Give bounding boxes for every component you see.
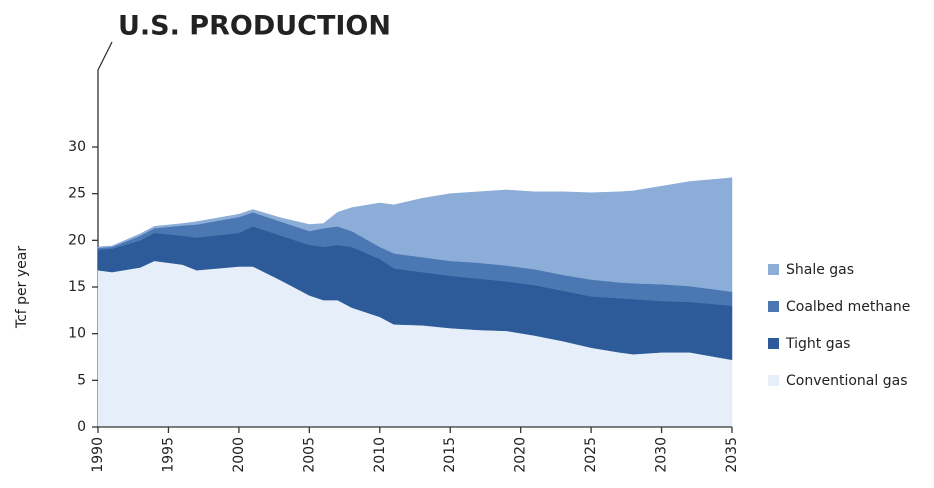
legend-swatch: [768, 264, 779, 275]
x-tick-label: 2030: [654, 437, 670, 473]
legend-label: Coalbed methane: [786, 299, 910, 315]
x-tick-label: 2020: [513, 437, 529, 473]
legend-swatch: [768, 375, 779, 386]
y-tick-label: 30: [68, 139, 86, 155]
x-tick-label: 2010: [372, 437, 388, 473]
legend-label: Shale gas: [786, 262, 854, 278]
y-tick-label: 0: [77, 419, 86, 435]
y-tick-label: 20: [68, 232, 86, 248]
x-tick-label: 2025: [583, 437, 599, 473]
x-tick-label: 2015: [442, 437, 458, 473]
y-tick-label: 10: [68, 326, 86, 342]
y-tick-label: 25: [68, 186, 86, 202]
y-tick-label: 5: [77, 372, 86, 388]
x-tick-label: 1995: [160, 437, 176, 473]
x-tick-label: 2000: [231, 437, 247, 473]
legend-swatch: [768, 301, 779, 312]
x-tick-label: 1990: [90, 437, 106, 473]
y-tick-label: 15: [68, 279, 86, 295]
chart-title: U.S. PRODUCTION: [118, 11, 391, 42]
area: [97, 177, 733, 292]
legend-label: Conventional gas: [786, 373, 907, 389]
x-tick-label: 2035: [724, 437, 740, 473]
x-tick-label: 2005: [301, 437, 317, 473]
legend-label: Tight gas: [785, 336, 850, 352]
y-axis-label: Tcf per year: [14, 246, 30, 329]
legend-swatch: [768, 338, 779, 349]
